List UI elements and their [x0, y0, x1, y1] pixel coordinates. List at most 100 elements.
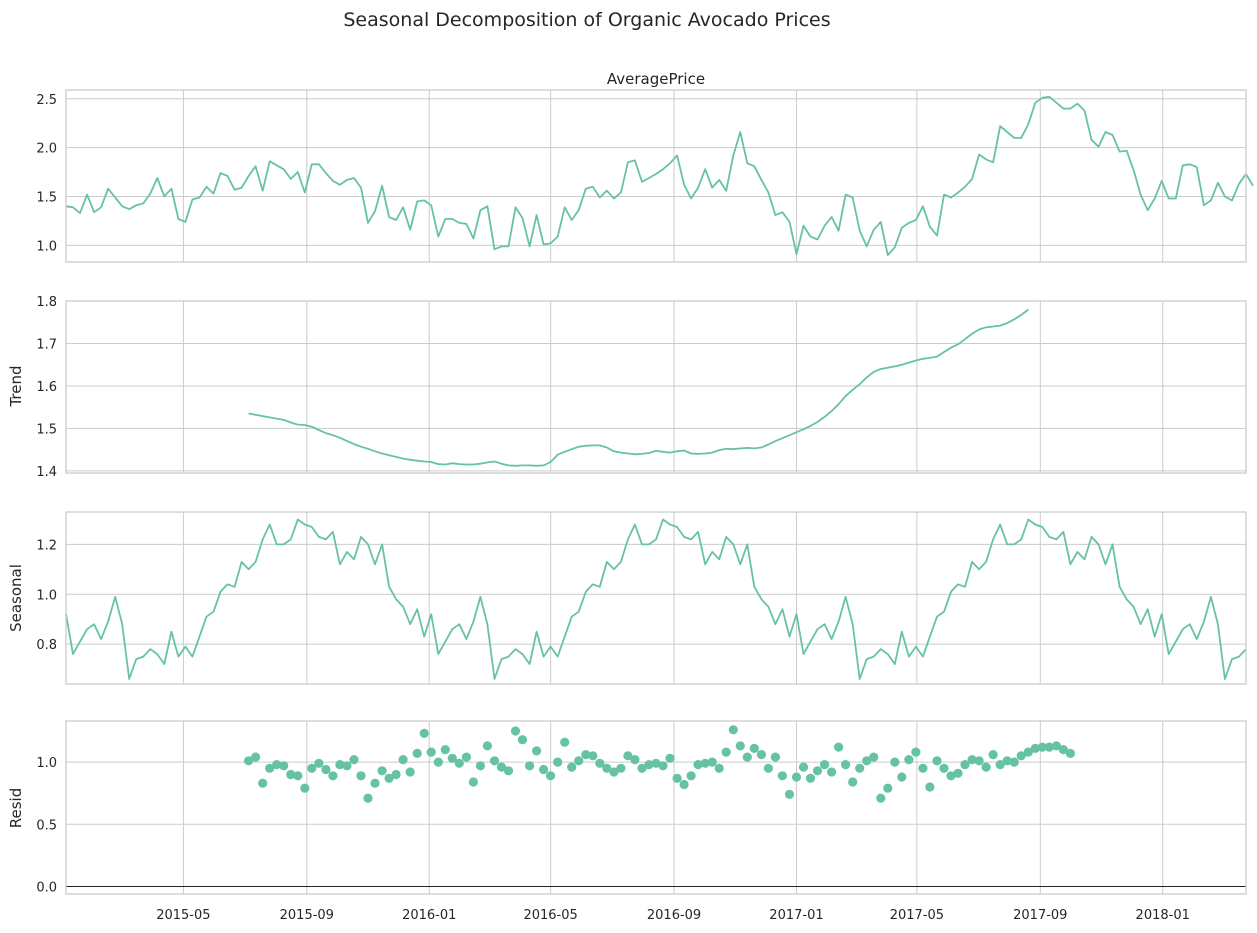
resid-point: [967, 755, 977, 765]
resid-point: [812, 766, 823, 776]
resid-point: [925, 782, 935, 792]
resid-point: [616, 763, 626, 773]
resid-point: [918, 763, 928, 773]
resid-point: [574, 756, 584, 766]
resid-point: [904, 755, 914, 765]
resid-point: [749, 743, 759, 754]
resid-ytick-label: 0.5: [36, 818, 57, 833]
resid-point: [637, 763, 647, 773]
resid-point: [440, 745, 450, 755]
plot-layer: 1.01.52.02.51.41.51.61.71.80.81.01.20.00…: [36, 89, 1254, 923]
resid-frame: [65, 720, 1247, 895]
resid-point: [869, 752, 879, 762]
resid-point: [848, 777, 858, 787]
resid-point: [468, 777, 478, 787]
resid-point: [981, 762, 991, 772]
x-tick-label: 2018-01: [1136, 908, 1190, 923]
x-tick-label: 2015-05: [156, 908, 210, 923]
resid-point: [862, 756, 872, 766]
resid-point: [1065, 748, 1075, 759]
resid-point: [876, 793, 886, 803]
seasonal-panel: 0.8 1.0 1.2: [36, 511, 1247, 685]
resid-point: [560, 737, 570, 747]
resid-point: [974, 756, 984, 766]
resid-point: [946, 771, 956, 781]
resid-point: [623, 751, 633, 761]
observed-panel-title: AveragePrice: [607, 70, 705, 88]
resid-point: [391, 769, 401, 780]
resid-point: [890, 757, 900, 767]
resid-point: [1030, 743, 1040, 754]
resid-point: [525, 761, 535, 771]
seasonal-ytick-label: 0.8: [36, 638, 57, 653]
seasonal-ylabel: Seasonal: [7, 564, 25, 632]
resid-point: [461, 752, 471, 762]
resid-point: [328, 771, 338, 781]
resid-point: [342, 761, 352, 771]
resid-point: [1009, 757, 1019, 767]
trend-panel: 1.4 1.5 1.6 1.7 1.8: [36, 295, 1247, 480]
observed-ytick-label: 1.5: [36, 191, 57, 206]
resid-point: [286, 769, 296, 780]
seasonal-frame: [65, 511, 1247, 685]
resid-point: [539, 764, 549, 775]
resid-point: [1016, 751, 1026, 761]
resid-point: [426, 747, 436, 757]
resid-point: [251, 752, 261, 762]
resid-point: [728, 725, 738, 735]
resid-point: [546, 771, 556, 781]
trend-ytick-label: 1.7: [36, 337, 57, 352]
resid-point: [1023, 747, 1033, 757]
resid-point: [932, 756, 942, 766]
resid-point: [784, 789, 795, 800]
resid-point: [335, 760, 345, 770]
observed-ytick-label: 2.5: [36, 93, 57, 108]
resid-point: [553, 757, 563, 767]
x-tick-label: 2017-05: [890, 908, 944, 923]
resid-point: [602, 763, 612, 773]
trend-ytick-label: 1.8: [36, 295, 57, 310]
resid-point: [496, 762, 507, 772]
resid-point: [595, 758, 605, 768]
figure-title: Seasonal Decomposition of Organic Avocad…: [343, 9, 830, 31]
resid-point: [721, 747, 731, 757]
resid-point: [433, 757, 443, 767]
resid-point: [714, 763, 724, 773]
resid-point: [651, 758, 661, 768]
resid-point: [244, 756, 254, 766]
resid-point: [447, 753, 457, 763]
resid-point: [307, 763, 317, 773]
resid-point: [805, 773, 816, 783]
resid-point: [532, 746, 542, 756]
resid-point: [791, 772, 802, 782]
resid-point: [679, 779, 689, 790]
resid-point: [1037, 742, 1047, 752]
seasonal-ytick-label: 1.0: [36, 588, 57, 603]
resid-point: [517, 735, 528, 745]
resid-point: [609, 767, 619, 777]
resid-point: [798, 762, 809, 772]
resid-point: [1058, 745, 1068, 755]
resid-point: [370, 778, 380, 788]
resid-point: [567, 762, 577, 772]
x-tick-label: 2016-05: [523, 908, 577, 923]
resid-point: [265, 763, 275, 773]
trend-ytick-label: 1.5: [36, 422, 57, 437]
resid-point: [700, 758, 710, 768]
observed-frame: [65, 89, 1247, 263]
resid-point: [588, 751, 598, 761]
resid-point: [321, 764, 331, 775]
resid-point: [405, 767, 415, 777]
seasonal-ytick-label: 1.2: [36, 538, 57, 553]
resid-point: [960, 760, 970, 770]
resid-point: [658, 761, 668, 771]
resid-point: [581, 750, 591, 760]
resid-point: [377, 766, 387, 776]
trend-ylabel: Trend: [7, 365, 25, 407]
resid-point: [279, 761, 289, 771]
observed-ytick-label: 2.0: [36, 142, 57, 157]
resid-point: [412, 748, 422, 759]
resid-point: [777, 771, 788, 781]
resid-point: [883, 783, 893, 793]
